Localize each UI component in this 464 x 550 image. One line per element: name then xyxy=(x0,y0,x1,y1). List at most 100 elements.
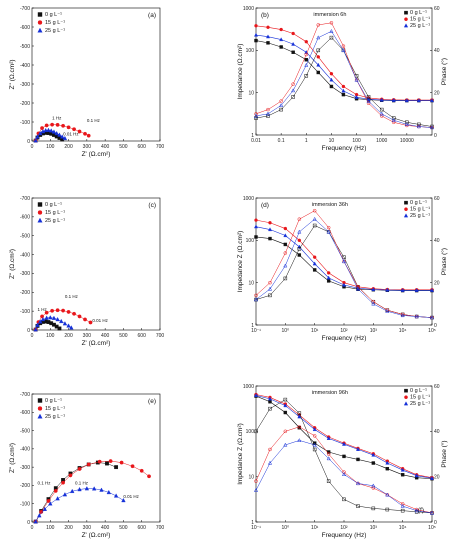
phase-point xyxy=(304,62,309,67)
bode-panel-b: 0.01 0.1 1 10 100 1000 1000011010010000204060F… xyxy=(237,6,448,152)
phase-point xyxy=(279,99,283,103)
x-tick-label: 10³ xyxy=(370,525,378,531)
phase-point xyxy=(379,114,384,118)
phase-point xyxy=(283,251,288,255)
x-tick-label: 10¹ xyxy=(311,525,319,531)
impedance-point xyxy=(385,460,390,465)
legend-label: 15 g L⁻¹ xyxy=(45,210,65,216)
x-tick-label: 200 xyxy=(64,333,73,339)
phase-point xyxy=(312,216,317,221)
y2-tick-label: 60 xyxy=(434,384,440,390)
data-point xyxy=(33,327,38,332)
plot-frame xyxy=(255,385,433,523)
x-axis-label: Z' (Ω.cm²) xyxy=(82,532,111,539)
x-tick-label: 10⁻¹ xyxy=(251,525,261,531)
data-point xyxy=(57,132,62,137)
impedance-point xyxy=(279,45,283,49)
x-tick-label: 10⁰ xyxy=(282,328,290,334)
y2-tick-label: 20 xyxy=(434,280,440,286)
data-point xyxy=(83,317,87,322)
bode-panel-d: 10⁻¹ 10⁰ 10¹ 10² 10³ 10⁴ 10⁵ 1 10 100 1000 0 20 40 60 F… xyxy=(237,196,448,342)
impedance-point xyxy=(326,271,331,275)
phase-point xyxy=(265,111,271,116)
phase-point xyxy=(297,229,302,234)
impedance-point xyxy=(414,288,419,292)
immersion-title: immersion 36h xyxy=(312,202,348,208)
impedance-point xyxy=(342,454,346,459)
x-tick-label: 10⁴ xyxy=(399,525,407,531)
phase-point xyxy=(416,124,421,129)
impedance-point xyxy=(268,396,272,401)
data-point xyxy=(54,130,59,136)
y-axis-label: Impedance (Ω.cm²) xyxy=(237,44,244,100)
y-tick-label: -400 xyxy=(20,447,30,453)
data-point xyxy=(77,314,82,319)
y-axis-label: Z'' (Ω.cm²) xyxy=(9,59,16,89)
legend-label: 25 g L⁻¹ xyxy=(45,218,65,224)
phase-point xyxy=(291,88,296,93)
data-point xyxy=(66,309,71,314)
impedance-point xyxy=(312,261,317,266)
phase-point xyxy=(342,255,346,260)
immersion-title: immersion 6h xyxy=(313,12,346,18)
data-point xyxy=(40,126,44,130)
impedance-point xyxy=(312,268,317,272)
phase-point xyxy=(385,507,390,512)
phase-point xyxy=(279,107,283,112)
data-point xyxy=(77,467,82,471)
phase-point xyxy=(254,116,258,120)
impedance-point xyxy=(291,50,295,54)
phase-point xyxy=(254,112,258,116)
y-axis-label: Z'' (Ω.cm²) xyxy=(9,249,16,279)
impedance-point xyxy=(341,92,346,97)
y2-tick-label: 60 xyxy=(434,6,440,12)
x-tick-label: 700 xyxy=(156,525,165,531)
impedance-point xyxy=(297,253,302,257)
impedance-point xyxy=(400,288,405,292)
impedance-point xyxy=(297,238,302,243)
legend-marker xyxy=(403,401,409,406)
impedance-point xyxy=(283,242,288,247)
phase-point xyxy=(391,117,396,122)
legend-label: 25 g L⁻¹ xyxy=(410,213,430,219)
y-axis-label: Impedance Z (Ω.cm²) xyxy=(237,231,244,293)
phase-point xyxy=(371,483,376,488)
phase-point xyxy=(400,502,405,506)
legend-marker xyxy=(37,413,43,419)
phase-point xyxy=(329,35,334,40)
y-tick-label: 100 xyxy=(246,48,255,54)
bode-panel-f: 10⁻¹ 10⁰ 10¹ 10² 10³ 10⁴ 10⁵ 1 10 100 1000 0 20 40 60 F… xyxy=(237,384,448,539)
x-tick-label: 1000 xyxy=(376,138,387,144)
impedance-point xyxy=(283,410,288,415)
impedance-point xyxy=(254,224,258,229)
legend-label: 15 g L⁻¹ xyxy=(410,395,430,401)
x-tick-label: 300 xyxy=(83,525,92,531)
legend-marker xyxy=(37,406,43,411)
legend-label: 0 g L⁻¹ xyxy=(410,10,427,16)
x-tick-label: 300 xyxy=(83,333,92,339)
x-tick-label: 0 xyxy=(31,144,34,150)
data-point xyxy=(130,464,135,469)
nyquist-panel-c: 0 100 200 300 400 500 600 700 -700 -600 -500 -400 -3… xyxy=(9,196,164,347)
impedance-point xyxy=(283,233,288,238)
data-point xyxy=(108,459,113,464)
y2-axis-label: Phase (°) xyxy=(440,440,448,467)
phase-point xyxy=(391,120,396,125)
phase-point xyxy=(341,47,346,52)
phase-point xyxy=(268,280,272,285)
series-line xyxy=(35,488,124,522)
data-point xyxy=(35,322,40,327)
phase-point xyxy=(297,425,302,429)
impedance-point xyxy=(430,476,434,480)
impedance-line xyxy=(255,395,433,480)
impedance-point xyxy=(254,218,258,222)
phase-point xyxy=(268,406,272,411)
data-point xyxy=(46,127,51,132)
phase-point xyxy=(414,314,419,319)
impedance-point xyxy=(297,414,302,419)
phase-point xyxy=(429,510,435,515)
legend-marker xyxy=(403,23,409,28)
x-tick-label: 600 xyxy=(138,525,147,531)
phase-point xyxy=(400,313,405,318)
impedance-point xyxy=(379,97,384,102)
